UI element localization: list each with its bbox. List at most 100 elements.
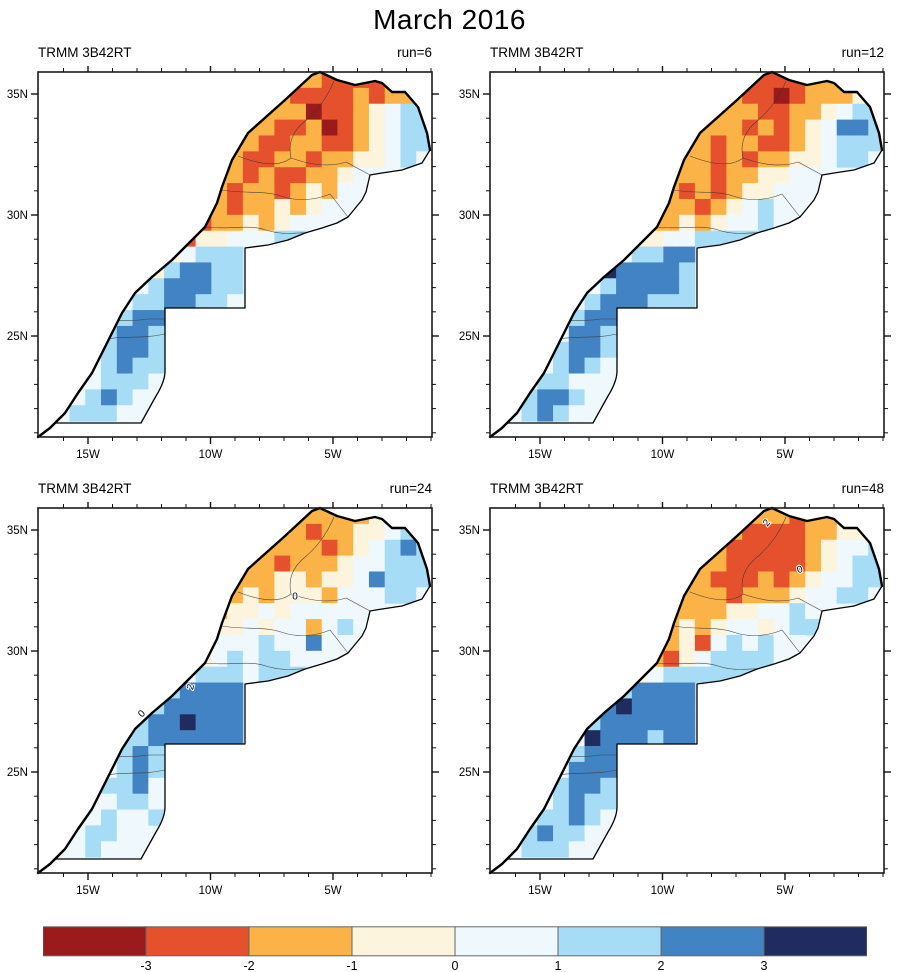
grid-cell: [85, 825, 102, 842]
grid-cell: [694, 119, 712, 136]
grid-cell: [742, 72, 759, 89]
grid-cell: [242, 230, 260, 247]
panel-run6-header: TRMM 3B42RT run=6: [38, 36, 432, 66]
grid-cell: [757, 135, 775, 152]
grid-cell: [852, 587, 869, 604]
grid-cell: [710, 571, 727, 588]
grid-cell: [616, 714, 633, 731]
grid-cell: [647, 682, 664, 699]
grid-cell: [290, 214, 307, 232]
grid-cell: [258, 198, 275, 216]
grid-cell: [710, 119, 727, 136]
grid-cell: [742, 183, 759, 200]
admin-boundary-line: [742, 593, 823, 612]
grid-cell: [568, 777, 585, 795]
grid-cell: [742, 587, 759, 604]
colorbar-tick-label: -1: [346, 959, 357, 972]
grid-cell: [600, 714, 617, 731]
grid-cell: [337, 539, 354, 557]
grid-cell: [368, 151, 386, 168]
grid-cell: [179, 278, 196, 295]
grid-cell: [616, 730, 633, 747]
colorbar-tick-label: -2: [243, 959, 254, 972]
grid-cell: [290, 523, 307, 541]
grid-cell: [694, 230, 712, 247]
grid-cell: [584, 777, 601, 795]
grid-cell: [679, 198, 696, 216]
grid-cell: [663, 214, 680, 232]
grid-cell: [631, 698, 648, 715]
grid-cell: [305, 603, 323, 620]
grid-cell: [353, 571, 370, 588]
contour-label: 2: [185, 683, 197, 692]
y-axis-label: 30N: [7, 646, 28, 658]
grid-cell: [600, 310, 617, 327]
grid-cell: [321, 135, 338, 152]
grid-cell: [148, 341, 165, 359]
plot-area: 020: [36, 506, 432, 875]
grid-cell: [537, 825, 554, 842]
grid-cell: [521, 777, 538, 795]
grid-cell: [553, 746, 570, 763]
grid-cell: [305, 119, 323, 136]
admin-boundary-line: [289, 80, 335, 159]
grid-cell: [490, 405, 506, 421]
grid-cell: [789, 87, 806, 105]
data-domain-border: [507, 149, 883, 424]
grid-cell: [553, 310, 570, 327]
grid-cell: [694, 619, 712, 636]
grid-cell: [600, 246, 617, 263]
grid-cell: [726, 151, 743, 168]
grid-cell: [584, 357, 601, 374]
grid-cell: [694, 214, 712, 232]
grid-cell: [553, 294, 570, 311]
grid-cell: [211, 246, 228, 263]
grid-cell: [600, 373, 617, 390]
grid-cell: [537, 777, 554, 795]
grid-cell: [584, 746, 601, 763]
grid-cell: [726, 198, 743, 216]
grid-cell: [416, 72, 430, 89]
grid-cell: [568, 841, 585, 858]
grid-cell: [258, 167, 275, 184]
grid-cell: [242, 151, 260, 168]
grid-cell: [742, 539, 759, 557]
grid-cell: [710, 214, 727, 232]
grid-cell: [38, 405, 54, 421]
colorbar-segment: [557, 926, 662, 957]
grid-cell: [164, 714, 181, 731]
grid-cell: [600, 341, 617, 359]
grid-cell: [55, 389, 70, 406]
colorbar-segment: [248, 926, 353, 957]
admin-boundary-line: [821, 174, 857, 188]
grid-cell: [305, 135, 323, 152]
y-axis-label: 25N: [7, 767, 28, 779]
grid-cell: [353, 151, 370, 168]
grid-cell: [584, 389, 601, 406]
grid-cell: [631, 714, 648, 731]
grid-cell: [132, 809, 149, 826]
grid-cell: [726, 103, 743, 121]
grid-cell: [789, 183, 806, 200]
grid-cell: [337, 103, 354, 121]
grid-cell: [164, 730, 181, 747]
y-axis-label: 25N: [459, 331, 480, 343]
grid-cell: [195, 666, 212, 683]
grid-cell: [663, 262, 680, 279]
admin-boundary-line: [204, 226, 306, 234]
grid-cell: [290, 571, 307, 588]
grid-cell: [852, 151, 869, 168]
grid-cell: [211, 262, 228, 279]
grid-cell: [836, 555, 853, 572]
grid-cell: [521, 357, 538, 374]
admin-boundary-line: [237, 591, 292, 601]
grid-cell: [69, 405, 86, 422]
grid-cell: [679, 262, 696, 279]
grid-cell: [132, 357, 149, 374]
grid-cell: [663, 294, 680, 311]
grid-cell: [773, 135, 790, 152]
grid-cell: [805, 151, 822, 168]
colorbar-segment: [145, 926, 250, 957]
grid-cell: [38, 389, 54, 405]
grid-cell: [321, 555, 338, 572]
